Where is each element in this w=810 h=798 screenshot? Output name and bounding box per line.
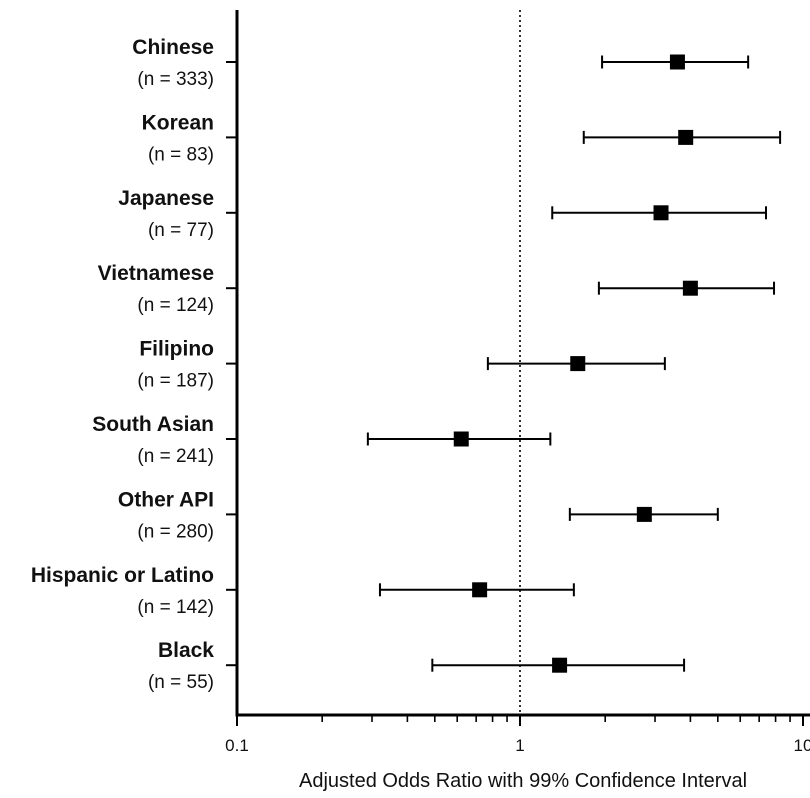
category-label: Chinese — [132, 36, 214, 59]
category-label: Japanese — [118, 187, 214, 210]
category-n-label: (n = 333) — [137, 69, 214, 90]
category-n-label: (n = 124) — [137, 295, 214, 316]
odds-ratio-marker — [570, 356, 586, 372]
odds-ratio-marker — [472, 582, 488, 598]
category-label: Black — [158, 639, 214, 662]
x-tick-label: 10 — [794, 736, 810, 755]
axis-layer: 0.1 1 10 — [225, 10, 810, 755]
odds-ratio-marker — [653, 205, 669, 221]
category-label: Vietnamese — [98, 262, 214, 285]
category-n-label: (n = 142) — [137, 597, 214, 618]
odds-ratio-marker — [678, 129, 694, 145]
odds-ratio-marker — [636, 506, 652, 522]
category-n-label: (n = 55) — [148, 672, 214, 693]
category-label: Other API — [118, 488, 214, 511]
category-n-label: (n = 241) — [137, 446, 214, 467]
odds-ratio-marker — [453, 431, 469, 447]
odds-ratio-marker — [552, 657, 568, 673]
category-label: Filipino — [139, 338, 214, 361]
odds-ratio-marker — [682, 280, 698, 296]
category-label: Hispanic or Latino — [31, 564, 214, 587]
x-tick-label: 1 — [515, 736, 524, 755]
x-axis-title: Adjusted Odds Ratio with 99% Confidence … — [299, 770, 747, 792]
category-label: Korean — [142, 111, 214, 134]
category-n-label: (n = 77) — [148, 220, 214, 241]
category-n-label: (n = 187) — [137, 371, 214, 392]
category-n-label: (n = 83) — [148, 144, 214, 165]
category-n-label: (n = 280) — [137, 521, 214, 542]
odds-ratio-marker — [669, 54, 685, 70]
category-label: South Asian — [92, 413, 214, 436]
x-tick-label: 0.1 — [225, 736, 249, 755]
rows-layer: Chinese (n = 333) Korean (n = 83) Japanese (n… — [31, 36, 782, 693]
